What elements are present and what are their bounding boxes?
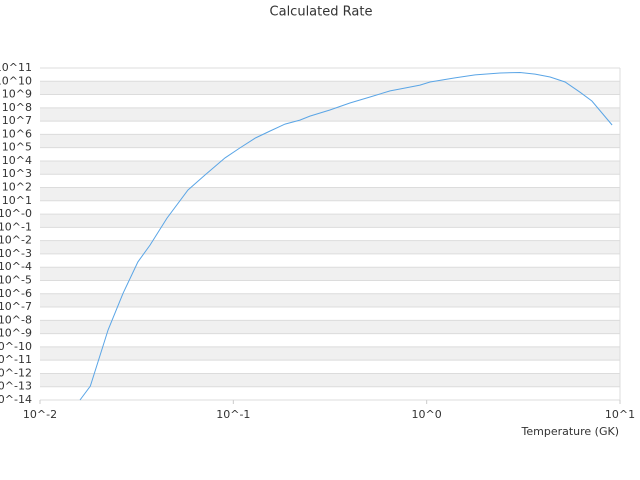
- y-tick-label: 10^7: [2, 114, 32, 127]
- grid-band: [40, 346, 620, 361]
- chart-title: Calculated Rate: [270, 5, 373, 20]
- y-tick-label: 10^-9: [0, 327, 32, 340]
- y-tick-label: 10^-7: [0, 300, 32, 313]
- y-tick-label: 10^-0: [0, 207, 32, 220]
- y-tick-label: 10^-10: [0, 340, 32, 353]
- y-tick-label: 10^4: [2, 154, 32, 167]
- y-tick-label: 10^-14: [0, 393, 32, 406]
- y-tick-label: 10^3: [2, 167, 32, 180]
- y-tick-label: 10^-11: [0, 353, 32, 366]
- y-tick-label: 10^-2: [0, 234, 32, 247]
- y-tick-label: 10^9: [2, 88, 32, 101]
- x-tick-label: 10^1: [605, 408, 635, 421]
- grid-band: [40, 267, 620, 281]
- grid-band: [40, 293, 620, 308]
- grid-band: [40, 320, 620, 334]
- y-tick-label: 10^-6: [0, 287, 32, 300]
- grid-band: [40, 134, 620, 148]
- grid-band: [40, 107, 620, 122]
- y-tick-label: 10^6: [2, 127, 32, 140]
- data-line: [79, 71, 613, 401]
- grid-band: [40, 214, 620, 228]
- y-tick-label: 10^-1: [0, 220, 32, 233]
- y-tick-label: 10^10: [0, 74, 32, 87]
- y-tick-label: 10^8: [2, 101, 32, 114]
- bands: [40, 81, 620, 387]
- grid-band: [40, 160, 620, 175]
- y-tick-label: 10^11: [0, 61, 32, 74]
- y-tick-label: 10^2: [2, 181, 32, 194]
- y-tick-label: 10^-13: [0, 380, 32, 393]
- grid-band: [40, 187, 620, 201]
- grid-band: [40, 240, 620, 254]
- y-tick-label: 10^-12: [0, 366, 32, 379]
- y-tick-label: 10^1: [2, 194, 32, 207]
- y-tick-label: 10^-5: [0, 273, 32, 286]
- grid-band: [40, 373, 620, 387]
- y-tick-label: 10^-8: [0, 313, 32, 326]
- x-tick-label: 10^-1: [216, 408, 250, 421]
- y-tick-label: 10^-3: [0, 247, 32, 260]
- y-tick-label: 10^5: [2, 141, 32, 154]
- x-tick-label: 10^-2: [23, 408, 57, 421]
- y-tick-label: 10^-4: [0, 260, 32, 273]
- x-tick-label: 10^0: [412, 408, 442, 421]
- grid-band: [40, 81, 620, 95]
- x-axis-label: Temperature (GK): [521, 425, 620, 438]
